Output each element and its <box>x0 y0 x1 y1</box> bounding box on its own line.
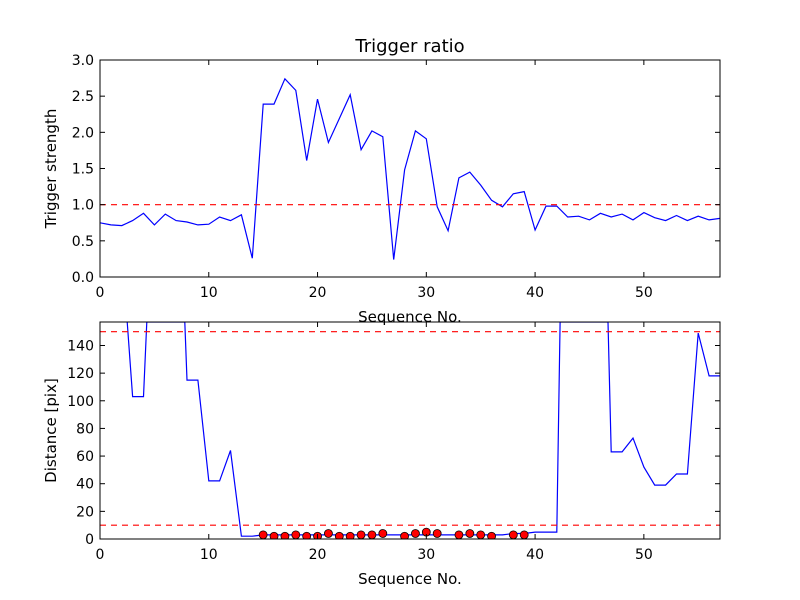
axes-frame <box>99 321 721 540</box>
y-tick-label: 60 <box>76 449 94 465</box>
distance-panel: 0 10 20 30 40 50 0 20 40 60 80 100 120 140 Sequence No… <box>42 321 721 588</box>
y-tick-label: 1.5 <box>72 162 94 178</box>
data-point-marker <box>487 531 496 539</box>
data-point-marker <box>454 530 464 539</box>
y-axis-label: Trigger strength <box>42 109 60 230</box>
x-axis-label: Sequence No. <box>358 308 462 326</box>
y-tick-label: 3.0 <box>72 53 94 69</box>
data-point-marker <box>291 530 301 539</box>
data-point-marker <box>269 531 279 539</box>
data-point-marker <box>432 529 442 538</box>
y-tick-label: 1.0 <box>72 198 94 214</box>
data-point-marker <box>411 529 420 538</box>
x-tick-label: 10 <box>200 285 218 301</box>
x-tick-label: 30 <box>417 547 435 563</box>
plot-area <box>100 77 720 260</box>
x-tick-label: 40 <box>526 547 544 563</box>
y-tick-label: 40 <box>76 477 94 493</box>
data-point-marker <box>334 531 344 539</box>
x-tick-label: 30 <box>417 285 435 301</box>
data-point-marker <box>345 531 355 539</box>
y-tick-label: 140 <box>67 338 94 354</box>
y-tick-label: 100 <box>67 394 94 410</box>
data-point-marker <box>324 529 333 538</box>
y-tick-label: 2.0 <box>72 125 94 141</box>
x-tick-label: 50 <box>635 547 653 563</box>
data-point-marker <box>356 530 366 539</box>
y-tick-label: 20 <box>76 504 94 520</box>
x-axis-label: Sequence No. <box>358 570 462 588</box>
data-point-marker <box>367 530 377 539</box>
y-tick-label: 80 <box>76 421 94 437</box>
data-point-marker <box>519 530 529 539</box>
x-tick-label: 20 <box>309 547 327 563</box>
plot-area <box>100 322 720 539</box>
data-point-marker <box>378 529 388 538</box>
data-point-marker <box>302 531 312 539</box>
y-tick-label: 0 <box>85 532 94 548</box>
data-point-marker <box>465 529 475 538</box>
y-tick-label: 0.0 <box>72 270 94 286</box>
x-tick-label: 0 <box>96 285 105 301</box>
data-point-marker <box>476 530 486 539</box>
data-point-marker <box>400 531 409 539</box>
series-line-0 <box>100 77 720 260</box>
data-point-marker <box>258 530 268 539</box>
y-axis-label: Distance [pix] <box>42 378 60 483</box>
x-tick-label: 10 <box>200 547 218 563</box>
data-point-marker <box>280 531 290 539</box>
x-tick-label: 0 <box>96 547 105 563</box>
x-tick-label: 20 <box>309 285 327 301</box>
chart-title: Trigger ratio <box>354 36 464 57</box>
y-tick-label: 2.5 <box>72 89 94 105</box>
data-point-marker <box>508 530 518 539</box>
y-tick-label: 120 <box>67 366 94 382</box>
x-tick-label: 50 <box>635 285 653 301</box>
y-tick-label: 0.5 <box>72 234 94 250</box>
x-tick-label: 40 <box>526 285 544 301</box>
